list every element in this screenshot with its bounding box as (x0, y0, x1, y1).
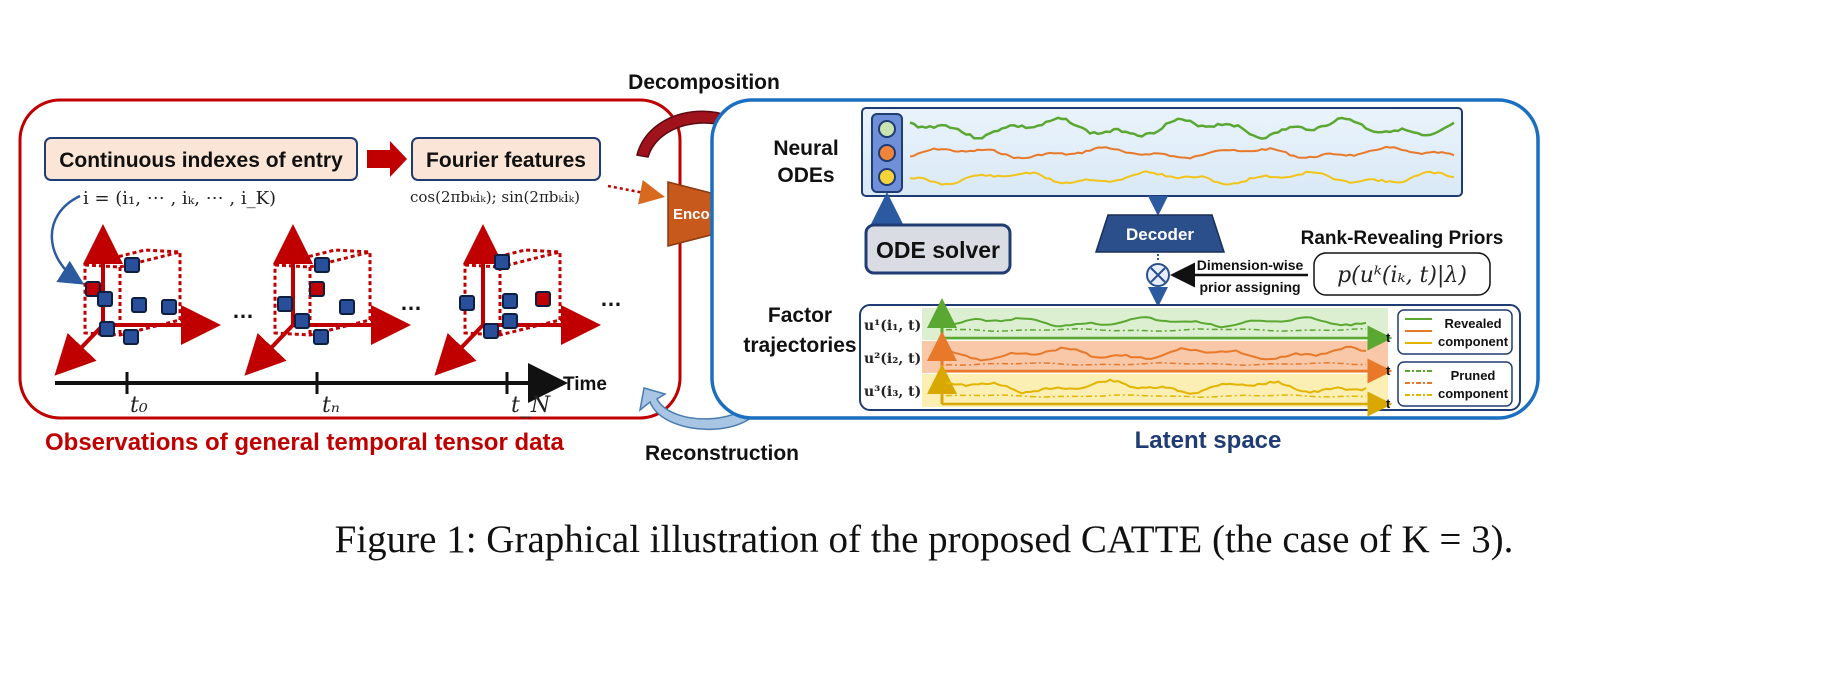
factor-name-2: u²(i₂, t) (864, 351, 921, 367)
assign-label-1: Dimension-wise (1197, 257, 1304, 273)
factor-1-pruned (945, 328, 1367, 333)
decoder-label: Decoder (1126, 225, 1194, 244)
factor-1-axis-t: t (1386, 330, 1391, 345)
ode-solver-label: ODE solver (876, 237, 1000, 263)
ode-trajectory-yellow (909, 170, 1455, 186)
neural-odes-label-1: Neural (773, 137, 838, 160)
factor-band-green (922, 308, 1388, 340)
ode-trajectory-green (909, 116, 1455, 140)
factor-name-1: u¹(i₁, t) (864, 318, 921, 334)
factor-band-yellow (922, 374, 1388, 407)
index-link-arrow (50, 194, 85, 285)
tick-label-tn: tₙ (322, 393, 340, 418)
ode-trajectory-orange (909, 145, 1455, 160)
neural-ode-panel (861, 107, 1463, 197)
factor-2-axis-t: t (1386, 363, 1391, 378)
decomposition-label: Decomposition (628, 71, 780, 94)
time-label: Time (563, 374, 607, 395)
fourier-box-label: Fourier features (426, 149, 586, 172)
ode-solver-box (864, 223, 1012, 275)
factor-3-pruned (945, 394, 1367, 398)
to-fourier-arrow (367, 141, 407, 177)
legend-pruned (1397, 361, 1513, 407)
tick-label-tN: t_N (511, 393, 551, 418)
caption-prefix: Figure 1: Graphical illustration of the … (335, 518, 1081, 561)
figure-caption: Figure 1: Graphical illustration of the … (335, 518, 1514, 561)
factor-2-pruned (945, 361, 1366, 367)
fourier-box (411, 137, 601, 181)
ellipsis-3: … (600, 286, 622, 311)
index-box-label: Continuous indexes of entry (59, 149, 343, 172)
factor-2-trajectory (945, 345, 1367, 362)
factor-label-1: Factor (768, 304, 832, 327)
caption-suffix: (the case of K = 3). (1202, 518, 1513, 561)
latent-title: Latent space (1135, 427, 1282, 454)
priors-title: Rank-Revealing Priors (1301, 228, 1504, 249)
tensor-cube-t0 (54, 224, 221, 376)
assign-label-2: prior assigning (1199, 279, 1300, 295)
factor-1-trajectory (945, 316, 1367, 329)
index-formula: i = (i₁, ⋯ , iₖ, ⋯ , i_K) (83, 188, 276, 209)
fourier-formula: cos(2πbₖiₖ); sin(2πbₖiₖ) (410, 188, 580, 206)
state-orange (878, 144, 896, 162)
neural-odes-label-2: ODEs (777, 164, 834, 187)
state-green (878, 120, 896, 138)
prior-formula-box (1313, 252, 1491, 296)
fourier-to-encoder-link (607, 179, 665, 205)
legend-pruned-label-2: component (1438, 386, 1509, 401)
multiply-icon (1150, 267, 1166, 283)
ellipsis-2: … (400, 290, 422, 315)
tick-label-t0: t₀ (130, 393, 148, 418)
legend-revealed-label-1: Revealed (1444, 316, 1501, 331)
reconstruction-label: Reconstruction (645, 442, 799, 465)
observations-title: Observations of general temporal tensor … (45, 429, 564, 456)
state-yellow (878, 168, 896, 186)
factor-label-2: trajectories (743, 334, 856, 357)
caption-model: CATTE (1081, 518, 1202, 561)
factor-3-axis-t: t (1386, 396, 1391, 411)
tensor-cube-tN (434, 224, 601, 376)
legend-revealed-label-2: component (1438, 334, 1509, 349)
legend-pruned-label-1: Pruned (1451, 368, 1496, 383)
index-box (44, 137, 358, 181)
decoder-shape (1094, 214, 1226, 253)
factor-3-trajectory (945, 378, 1367, 395)
prior-formula: p(uᵏ(iₖ, t)|λ) (1337, 263, 1467, 288)
factor-name-3: u³(i₃, t) (864, 384, 921, 400)
tensor-cube-tn (244, 224, 411, 376)
ellipsis-1: … (232, 298, 254, 323)
